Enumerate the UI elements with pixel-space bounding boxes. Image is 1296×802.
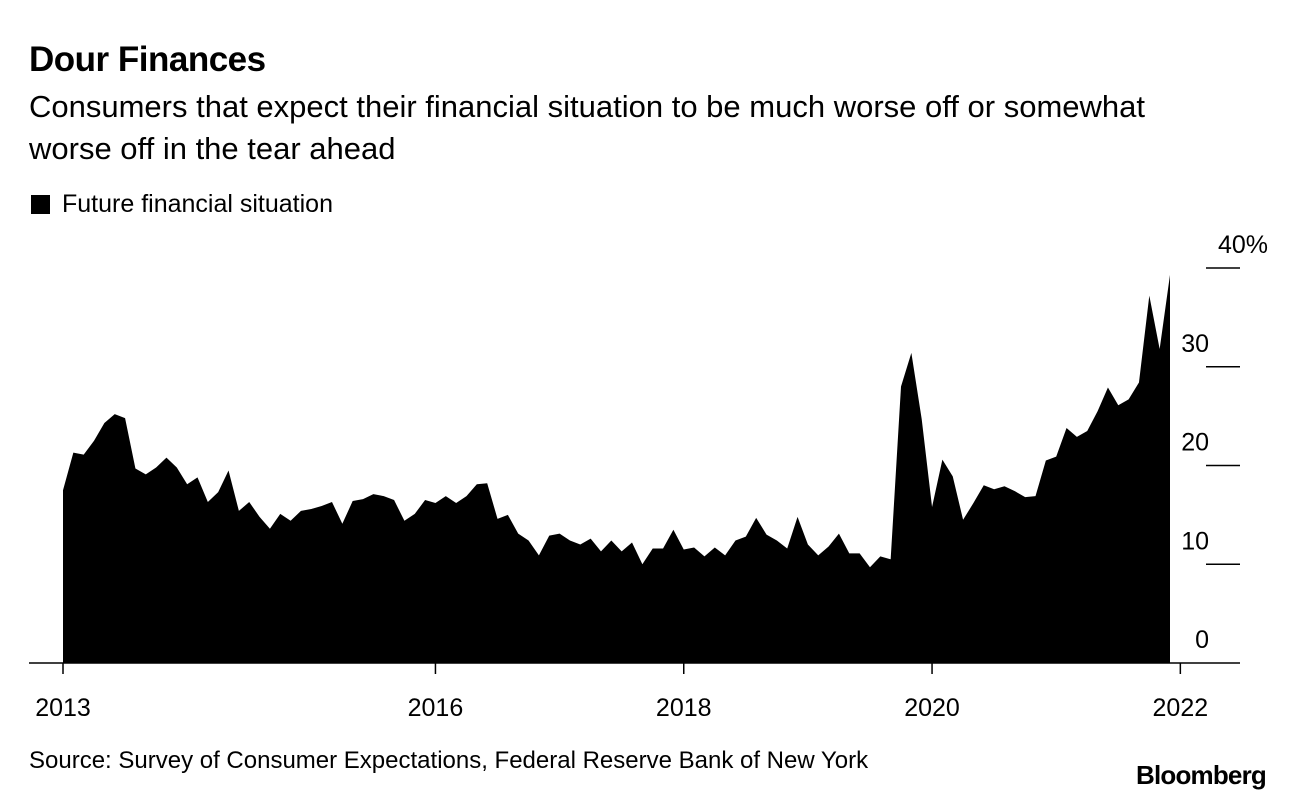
x-tick-label: 2013 xyxy=(35,694,91,722)
legend: Future financial situation xyxy=(31,190,333,219)
chart-subtitle: Consumers that expect their financial si… xyxy=(29,89,1145,166)
y-tick-label: 20 xyxy=(1181,429,1209,457)
x-tick-label: 2018 xyxy=(656,694,712,722)
x-tick-label: 2020 xyxy=(904,694,960,722)
y-tick-label: 0 xyxy=(1195,626,1209,654)
y-tick-label: 10 xyxy=(1181,527,1209,555)
legend-swatch xyxy=(31,195,50,214)
y-tick-label: 30 xyxy=(1181,330,1209,358)
bloomberg-logo: Bloomberg xyxy=(1135,760,1267,790)
source-note: Source: Survey of Consumer Expectations,… xyxy=(29,747,869,774)
y-tick-label: 40% xyxy=(1218,231,1268,259)
chart-title: Dour Finances xyxy=(29,40,266,79)
x-tick-label: 2016 xyxy=(408,694,464,722)
series-area xyxy=(63,274,1170,663)
x-tick-label: 2022 xyxy=(1153,694,1209,722)
legend-label: Future financial situation xyxy=(62,190,333,218)
